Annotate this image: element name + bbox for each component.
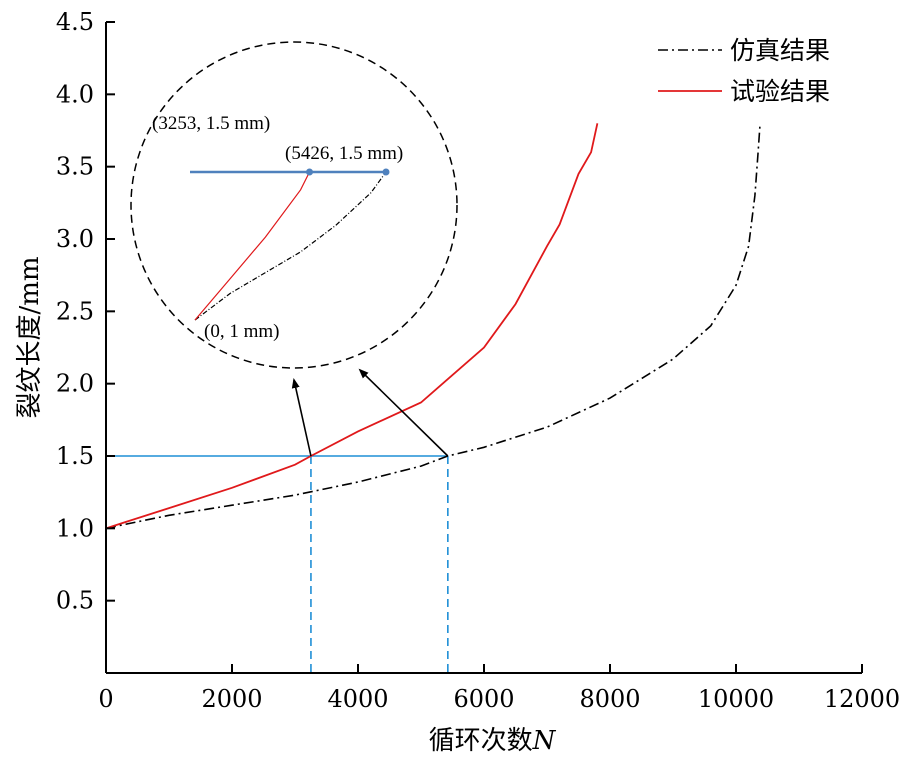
y-tick-label: 4.0 xyxy=(56,80,94,108)
inset-point-sim xyxy=(382,168,390,176)
x-tick-label: 2000 xyxy=(201,685,262,713)
y-axis-title: 裂纹长度/mm xyxy=(15,256,45,418)
series-line-1 xyxy=(105,123,599,530)
x-tick-label: 6000 xyxy=(453,685,514,713)
arrow-to-inset-exp xyxy=(291,378,312,457)
inset-point-exp xyxy=(306,168,314,176)
y-tick-label: 1.0 xyxy=(56,514,94,542)
x-tick-label: 4000 xyxy=(327,685,388,713)
y-tick-label: 3.5 xyxy=(56,153,94,181)
x-axis-title-text: 循环次数 xyxy=(429,726,533,756)
y-tick-label: 3.0 xyxy=(56,225,94,253)
y-tick-label: 1.5 xyxy=(56,442,94,470)
y-tick-label: 4.5 xyxy=(56,8,94,36)
inset-series-sim xyxy=(194,171,387,321)
inset-circle xyxy=(130,41,458,369)
x-tick-label: 12000 xyxy=(824,685,900,713)
x-axis-title: 循环次数N xyxy=(429,726,557,756)
x-axis-title-variable: N xyxy=(532,726,557,756)
y-tick-label: 2.0 xyxy=(56,370,94,398)
inset-annotation-sim: (5426, 1.5 mm) xyxy=(285,143,403,164)
y-tick-label: 2.5 xyxy=(56,297,94,325)
x-tick-label: 10000 xyxy=(698,685,774,713)
inset-annotation-exp: (3253, 1.5 mm) xyxy=(152,113,270,134)
legend-label-0: 仿真结果 xyxy=(730,36,830,65)
y-tick-label: 0.5 xyxy=(56,587,94,615)
inset-annotation-origin: (0, 1 mm) xyxy=(204,321,279,342)
inset-series-exp xyxy=(194,171,311,321)
arrow-to-inset-sim xyxy=(358,368,449,457)
x-tick-label: 0 xyxy=(98,685,113,713)
x-tick-label: 8000 xyxy=(579,685,640,713)
legend-label-1: 试验结果 xyxy=(730,77,830,106)
